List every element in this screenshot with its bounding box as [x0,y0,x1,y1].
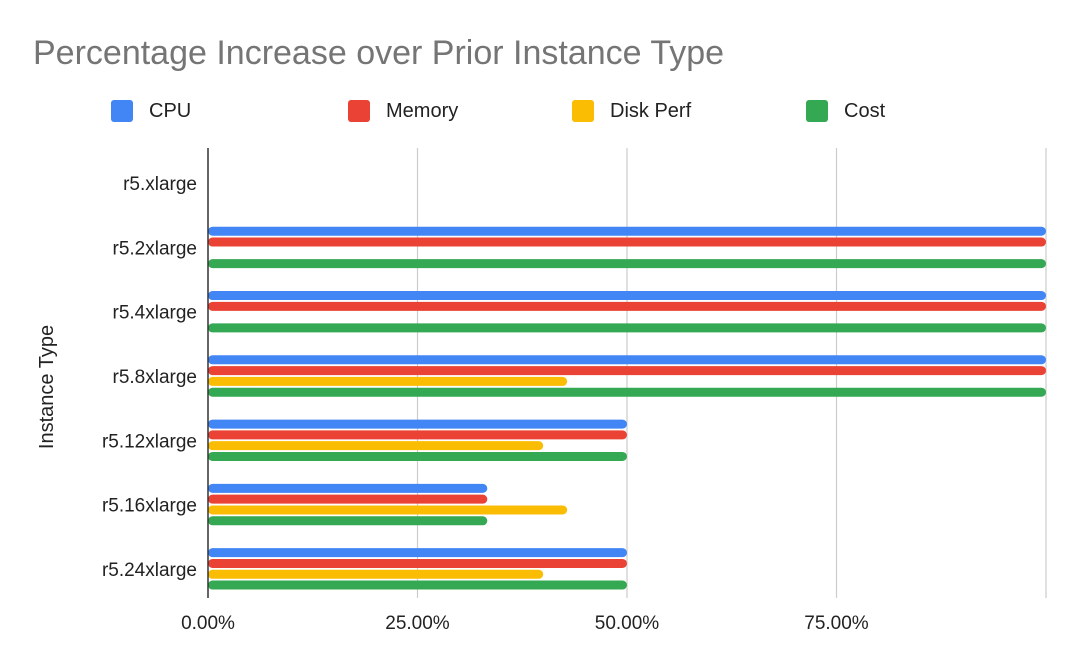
bar-r5-24xlarge-memory[interactable] [208,558,627,568]
bar-r5-16xlarge-cost[interactable] [208,516,488,526]
bar-r5-12xlarge-disk-perf[interactable] [208,441,544,451]
bar-r5-8xlarge-cost[interactable] [208,387,1046,397]
x-tick-labels: 0.00% 25.00% 50.00% 75.00% [181,613,869,634]
legend-swatch-memory [348,100,370,122]
legend-item-memory[interactable]: Memory [348,96,458,126]
bars [208,226,1046,590]
bar-r5-4xlarge-memory[interactable] [208,301,1046,311]
legend-label-cost: Cost [844,99,886,122]
legend-label-disk-perf: Disk Perf [610,99,692,122]
legend-label-memory: Memory [386,99,459,122]
bar-r5-24xlarge-disk-perf[interactable] [208,569,544,579]
y-tick-label-r5-4xlarge: r5.4xlarge [113,303,198,324]
bar-r5-8xlarge-memory[interactable] [208,366,1046,376]
bar-r5-4xlarge-cpu[interactable] [208,291,1046,301]
bar-r5-12xlarge-cost[interactable] [208,451,627,461]
y-tick-label-r5-8xlarge: r5.8xlarge [113,367,198,388]
legend-label-cpu: CPU [149,99,192,122]
legend-item-disk-perf[interactable]: Disk Perf [572,96,691,126]
y-tick-label-r5-24xlarge: r5.24xlarge [102,560,197,581]
bar-r5-12xlarge-cpu[interactable] [208,419,627,429]
bar-r5-2xlarge-cpu[interactable] [208,226,1046,236]
x-tick-label: 0.00% [181,613,235,634]
y-tick-label-r5-16xlarge: r5.16xlarge [102,496,197,517]
y-tick-label-r5-12xlarge: r5.12xlarge [102,431,197,452]
legend-item-cost[interactable]: Cost [806,96,885,126]
bar-r5-16xlarge-memory[interactable] [208,494,488,504]
bar-r5-16xlarge-disk-perf[interactable] [208,505,568,515]
x-tick-label: 50.00% [595,613,660,634]
bar-r5-8xlarge-cpu[interactable] [208,355,1046,365]
legend-swatch-cost [806,100,828,122]
y-tick-labels: r5.xlarge r5.2xlarge r5.4xlarge r5.8xlarge r… [102,174,197,581]
bar-r5-2xlarge-memory[interactable] [208,237,1046,247]
legend: CPU Memory Disk Perf Cost [0,96,1080,126]
bar-r5-24xlarge-cost[interactable] [208,580,627,590]
bar-r5-24xlarge-cpu[interactable] [208,548,627,558]
bar-r5-4xlarge-cost[interactable] [208,323,1046,333]
y-tick-label-r5-2xlarge: r5.2xlarge [113,238,198,259]
x-tick-label: 75.00% [804,613,869,634]
legend-swatch-disk-perf [572,100,594,122]
bar-r5-8xlarge-disk-perf[interactable] [208,376,568,386]
legend-swatch-cpu [111,100,133,122]
y-tick-label-r5-xlarge: r5.xlarge [123,174,197,195]
x-tick-label: 25.00% [385,613,450,634]
chart-title: Percentage Increase over Prior Instance … [33,34,725,72]
bar-r5-16xlarge-cpu[interactable] [208,483,488,493]
legend-item-cpu[interactable]: CPU [111,96,191,126]
bar-r5-2xlarge-cost[interactable] [208,259,1046,269]
bar-r5-12xlarge-memory[interactable] [208,430,627,440]
y-axis-title: Instance Type [36,325,58,449]
